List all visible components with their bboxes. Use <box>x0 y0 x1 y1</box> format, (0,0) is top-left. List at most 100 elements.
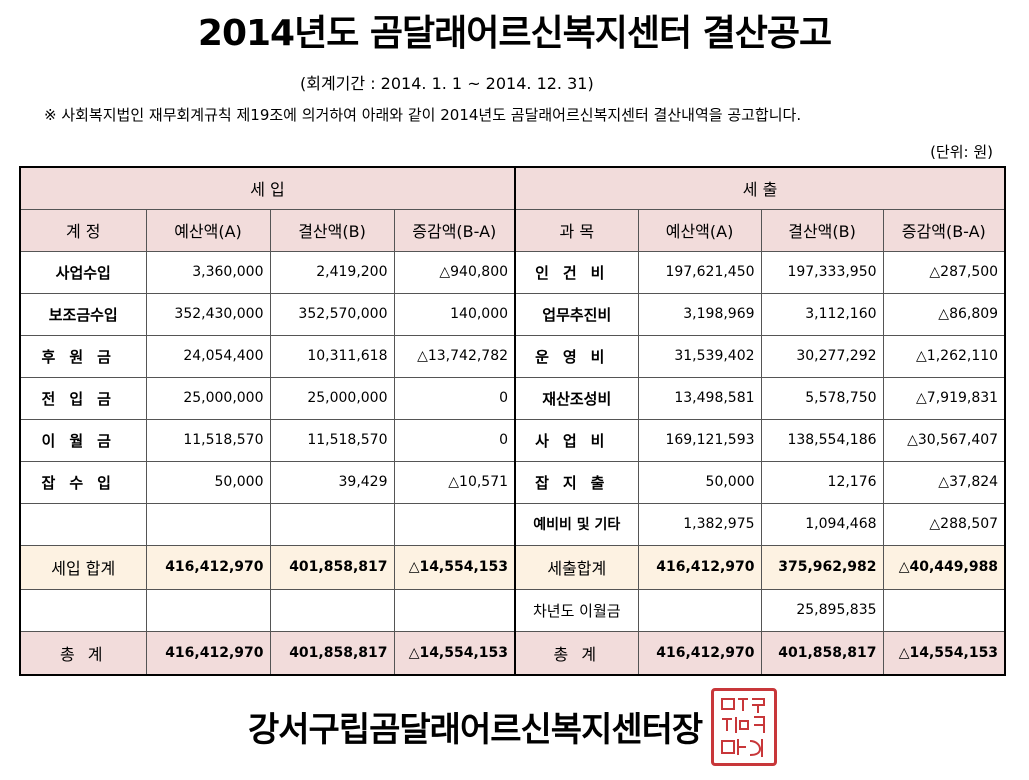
expense-label: 운영비 <box>514 334 639 378</box>
income-total-diff: △14,554,153 <box>393 630 516 676</box>
income-budget: 50,000 <box>145 460 271 504</box>
expense-subtotal-label: 세출합계 <box>514 544 639 590</box>
income-label: 잡수입 <box>19 460 147 504</box>
notice-text: ※ 사회복지법인 재무회계규칙 제19조에 의거하여 아래와 같이 2014년도… <box>44 106 802 124</box>
expense-actual: 138,554,186 <box>760 418 884 462</box>
expense-subtotal-budget: 416,412,970 <box>637 544 762 590</box>
expense-actual: 197,333,950 <box>760 250 884 294</box>
empty-cell <box>19 588 147 632</box>
expense-diff: △30,567,407 <box>882 418 1006 462</box>
seal-graphic <box>721 698 765 757</box>
income-diff: △13,742,782 <box>393 334 516 378</box>
income-col-budget: 예산액(A) <box>145 208 271 252</box>
expense-budget: 169,121,593 <box>637 418 762 462</box>
income-budget: 3,360,000 <box>145 250 271 294</box>
income-label: 사업수입 <box>19 250 147 294</box>
table-row: 사업수입 3,360,000 2,419,200 △940,800 인건비 19… <box>19 250 1006 294</box>
expense-actual: 12,176 <box>760 460 884 504</box>
expense-diff: △7,919,831 <box>882 376 1006 420</box>
income-subtotal-diff: △14,554,153 <box>393 544 516 590</box>
section-header-row: 세 입 세 출 <box>19 166 1006 210</box>
expense-diff: △287,500 <box>882 250 1006 294</box>
expense-budget: 3,198,969 <box>637 292 762 336</box>
expense-actual: 5,578,750 <box>760 376 884 420</box>
income-col-actual: 결산액(B) <box>269 208 395 252</box>
income-actual: 11,518,570 <box>269 418 395 462</box>
table-row: 이월금 11,518,570 11,518,570 0 사업비 169,121,… <box>19 418 1006 462</box>
expense-actual: 1,094,468 <box>760 502 884 546</box>
carryover-actual: 25,895,835 <box>760 588 884 632</box>
expense-diff: △1,262,110 <box>882 334 1006 378</box>
table-row: 전입금 25,000,000 25,000,000 0 재산조성비 13,498… <box>19 376 1006 420</box>
income-budget: 25,000,000 <box>145 376 271 420</box>
expense-subtotal-actual: 375,962,982 <box>760 544 884 590</box>
expense-col-diff: 증감액(B-A) <box>882 208 1006 252</box>
income-total-label: 총 계 <box>19 630 147 676</box>
income-diff: 0 <box>393 376 516 420</box>
expense-label: 예비비 및 기타 <box>514 502 639 546</box>
expense-budget: 13,498,581 <box>637 376 762 420</box>
table-row: 잡수입 50,000 39,429 △10,571 잡지출 50,000 12,… <box>19 460 1006 504</box>
income-actual: 352,570,000 <box>269 292 395 336</box>
expense-budget: 50,000 <box>637 460 762 504</box>
income-actual: 39,429 <box>269 460 395 504</box>
expense-actual: 3,112,160 <box>760 292 884 336</box>
table-row: 보조금수입 352,430,000 352,570,000 140,000 업무… <box>19 292 1006 336</box>
income-label: 전입금 <box>19 376 147 420</box>
income-subtotal-actual: 401,858,817 <box>269 544 395 590</box>
empty-cell <box>269 588 395 632</box>
expense-diff: △86,809 <box>882 292 1006 336</box>
page-title: 2014년도 곰달래어르신복지센터 결산공고 <box>197 13 832 54</box>
expense-budget: 1,382,975 <box>637 502 762 546</box>
income-total-budget: 416,412,970 <box>145 630 271 676</box>
expense-label: 인건비 <box>514 250 639 294</box>
expense-total-diff: △14,554,153 <box>882 630 1006 676</box>
empty-cell <box>19 502 147 546</box>
table-row: 예비비 및 기타 1,382,975 1,094,468 △288,507 <box>19 502 1006 546</box>
grand-total-row: 총 계 416,412,970 401,858,817 △14,554,153 … <box>19 630 1006 676</box>
income-diff: △10,571 <box>393 460 516 504</box>
official-seal-icon <box>711 688 777 766</box>
unit-label: (단위: 원) <box>930 143 993 161</box>
income-diff: 140,000 <box>393 292 516 336</box>
income-col-diff: 증감액(B-A) <box>393 208 516 252</box>
income-actual: 10,311,618 <box>269 334 395 378</box>
income-label: 보조금수입 <box>19 292 147 336</box>
carryover-label: 차년도 이월금 <box>514 588 639 632</box>
income-col-account: 계 정 <box>19 208 147 252</box>
empty-cell <box>145 588 271 632</box>
income-budget: 352,430,000 <box>145 292 271 336</box>
income-budget: 11,518,570 <box>145 418 271 462</box>
income-actual: 2,419,200 <box>269 250 395 294</box>
expense-subtotal-diff: △40,449,988 <box>882 544 1006 590</box>
expense-total-label: 총 계 <box>514 630 639 676</box>
subtotal-row: 세입 합계 416,412,970 401,858,817 △14,554,15… <box>19 544 1006 590</box>
income-diff: △940,800 <box>393 250 516 294</box>
expense-col-actual: 결산액(B) <box>760 208 884 252</box>
expense-col-item: 과 목 <box>514 208 639 252</box>
income-subtotal-label: 세입 합계 <box>19 544 147 590</box>
carryover-row: 차년도 이월금 25,895,835 <box>19 588 1006 632</box>
income-total-actual: 401,858,817 <box>269 630 395 676</box>
expense-diff: △37,824 <box>882 460 1006 504</box>
expense-total-actual: 401,858,817 <box>760 630 884 676</box>
income-header: 세 입 <box>19 166 516 210</box>
expense-budget: 197,621,450 <box>637 250 762 294</box>
column-header-row: 계 정 예산액(A) 결산액(B) 증감액(B-A) 과 목 예산액(A) 결산… <box>19 208 1006 252</box>
table-row: 후원금 24,054,400 10,311,618 △13,742,782 운영… <box>19 334 1006 378</box>
expense-label: 업무추진비 <box>514 292 639 336</box>
expense-header: 세 출 <box>514 166 1006 210</box>
income-label: 이월금 <box>19 418 147 462</box>
income-subtotal-budget: 416,412,970 <box>145 544 271 590</box>
expense-diff: △288,507 <box>882 502 1006 546</box>
income-budget: 24,054,400 <box>145 334 271 378</box>
settlement-table: 세 입 세 출 계 정 예산액(A) 결산액(B) 증감액(B-A) 과 목 예… <box>19 166 1007 676</box>
empty-cell <box>145 502 271 546</box>
empty-cell <box>637 588 762 632</box>
empty-cell <box>269 502 395 546</box>
expense-label: 사업비 <box>514 418 639 462</box>
issuer-signature: 강서구립곰달래어르신복지센터장 <box>248 710 703 750</box>
income-actual: 25,000,000 <box>269 376 395 420</box>
empty-cell <box>393 502 516 546</box>
expense-label: 잡지출 <box>514 460 639 504</box>
